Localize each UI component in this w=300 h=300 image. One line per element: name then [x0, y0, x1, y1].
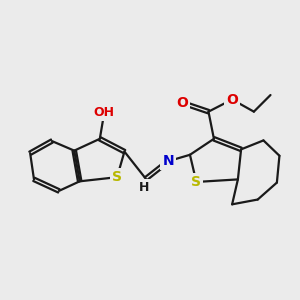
Text: S: S: [112, 170, 122, 184]
Text: H: H: [139, 181, 149, 194]
Text: OH: OH: [94, 106, 115, 119]
Text: O: O: [176, 96, 188, 110]
Text: O: O: [226, 92, 238, 106]
Text: N: N: [162, 154, 174, 168]
Text: S: S: [191, 175, 201, 189]
